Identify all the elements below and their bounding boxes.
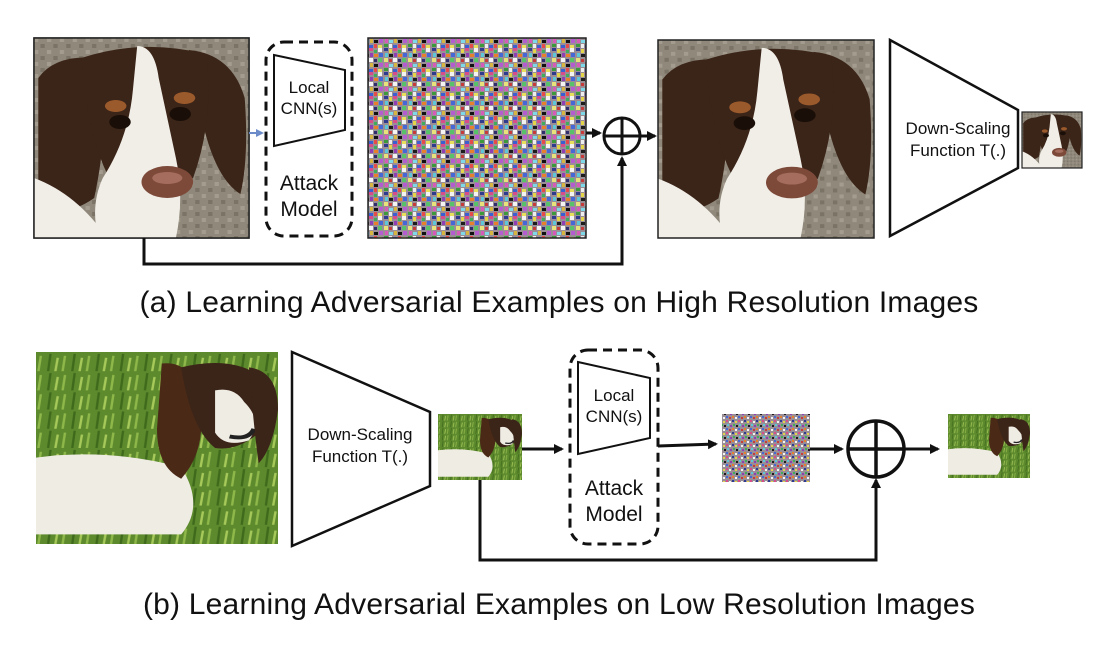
cnn-b-label-line1: Local (594, 386, 635, 405)
adversarial-image-high-res (657, 39, 875, 239)
downscaler-b-label-line2: Function T(.) (312, 447, 408, 466)
perturbation-noise-a (367, 37, 587, 239)
skip-connection-a (142, 156, 627, 266)
arrow-attack-to-noise-b (657, 439, 718, 450)
caption-b: (b) Learning Adversarial Examples on Low… (142, 588, 976, 621)
perturbation-noise-b (722, 414, 810, 482)
row-a: Local CNN(s) Attack Model Down-Scalin (33, 37, 1083, 266)
downscaler-label-line2: Function T(.) (910, 141, 1006, 160)
adder-a (602, 116, 642, 156)
adversarial-output-b (948, 414, 1030, 478)
attack-model-box-a: Local CNN(s) Attack Model (264, 40, 354, 238)
skip-connection-b (478, 478, 881, 562)
downscaler-b: Down-Scaling Function T(.) (290, 350, 432, 548)
cnn-b-label-line2: CNN(s) (586, 407, 643, 426)
cnn-label-line1: Local (289, 78, 330, 97)
attack-label-line2: Model (280, 198, 337, 221)
attack-model-box-b: Local CNN(s) Attack Model (568, 348, 660, 546)
downscaled-input-b (438, 414, 522, 480)
downscaler-a: Down-Scaling Function T(.) (888, 37, 1020, 239)
attack-b-label-line2: Model (585, 503, 642, 526)
attack-b-label-line1: Attack (585, 477, 644, 500)
downscaler-label-line1: Down-Scaling (906, 119, 1011, 138)
attack-label-line1: Attack (280, 172, 339, 195)
caption-a: (a) Learning Adversarial Examples on Hig… (139, 286, 979, 319)
downscaled-output-a (1021, 111, 1083, 169)
input-image-high-res (33, 37, 250, 239)
cnn-label-line2: CNN(s) (281, 99, 338, 118)
input-image-grass (36, 352, 278, 544)
row-b: Down-Scaling Function T(.) Local CNN(s) … (36, 348, 1030, 562)
adder-b (846, 419, 906, 479)
downscaler-b-label-line1: Down-Scaling (308, 425, 413, 444)
